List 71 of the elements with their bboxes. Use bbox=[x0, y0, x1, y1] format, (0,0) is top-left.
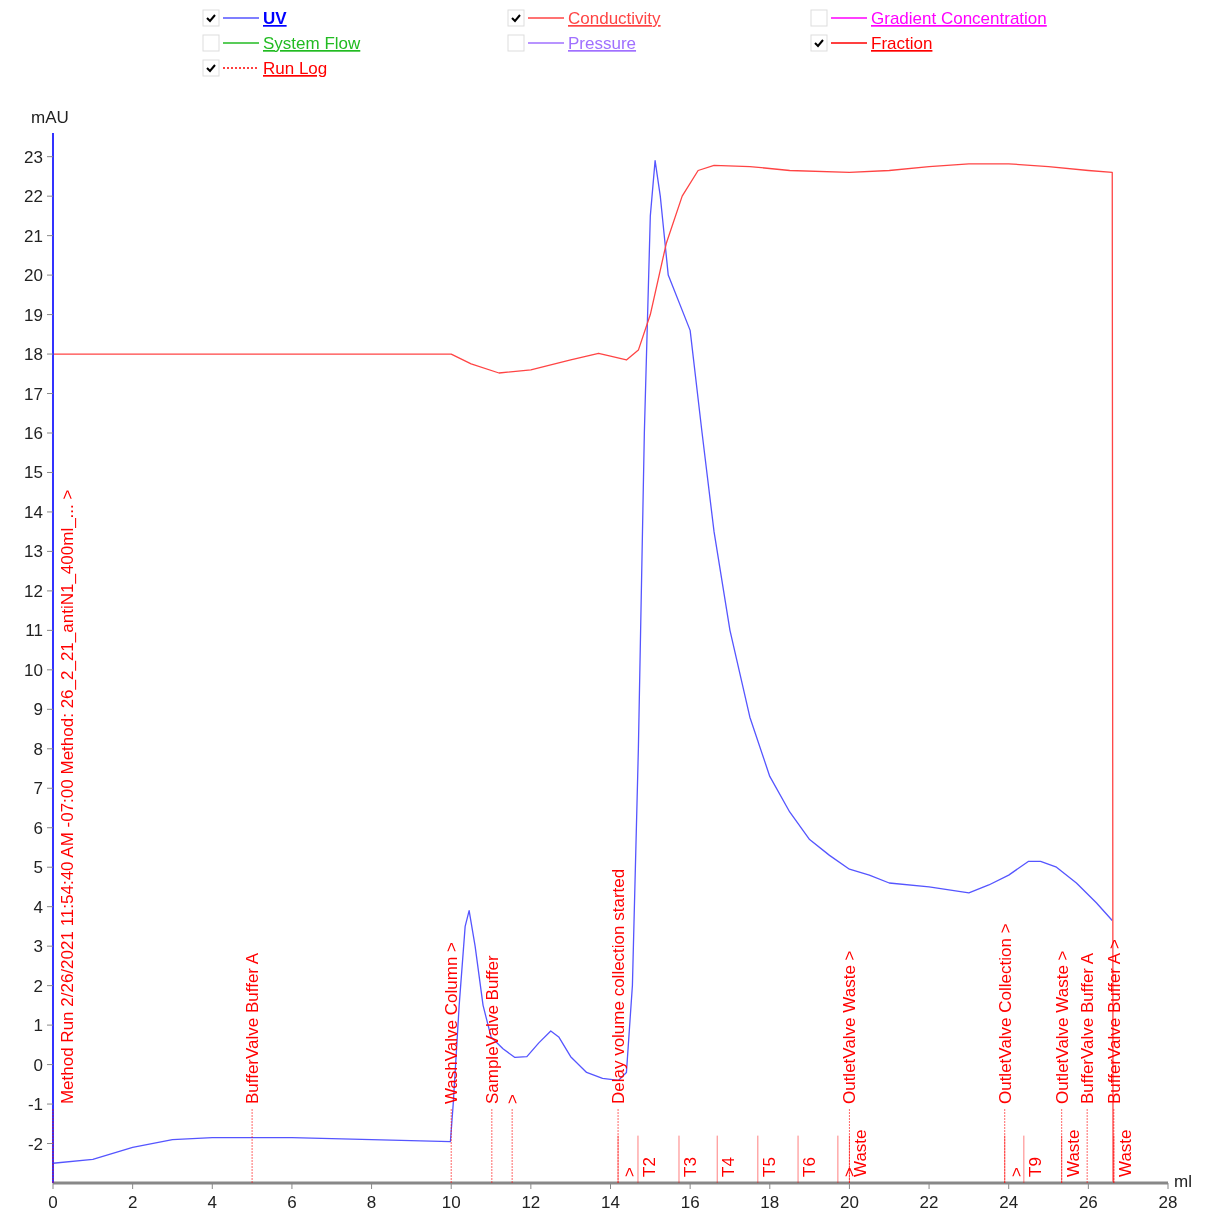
y-tick-label: 17 bbox=[24, 384, 43, 404]
x-tick-label: 0 bbox=[48, 1193, 58, 1212]
x-tick-label: 4 bbox=[207, 1193, 218, 1212]
y-tick-label: 9 bbox=[33, 700, 43, 720]
y-tick-label: 0 bbox=[33, 1055, 43, 1075]
x-tick-label: 6 bbox=[287, 1193, 297, 1212]
legend-label: Run Log bbox=[263, 59, 328, 78]
x-tick-label: 20 bbox=[839, 1193, 859, 1212]
x-tick-label: 12 bbox=[521, 1193, 541, 1212]
y-tick-label: 22 bbox=[24, 187, 43, 207]
legend-label: Pressure bbox=[568, 34, 637, 53]
x-tick-label: 2 bbox=[127, 1193, 138, 1212]
y-tick-label: 5 bbox=[33, 858, 43, 878]
x-tick-label: 22 bbox=[919, 1193, 939, 1212]
x-tick-label: 14 bbox=[601, 1193, 620, 1212]
y-tick-label: 16 bbox=[24, 424, 43, 443]
y-tick-label: 1 bbox=[33, 1016, 43, 1036]
y-tick-label: -2 bbox=[27, 1134, 43, 1154]
y-tick-label: 18 bbox=[24, 345, 43, 365]
y-tick-label: 6 bbox=[33, 818, 43, 838]
y-tick-label: 21 bbox=[24, 226, 43, 246]
y-tick-label: -1 bbox=[27, 1095, 43, 1115]
y-tick-label: 19 bbox=[24, 305, 43, 325]
legend-label: System Flow bbox=[263, 34, 362, 53]
ref-line-label: T3 bbox=[680, 1157, 700, 1177]
x-tick-label: 16 bbox=[680, 1193, 700, 1212]
legend-label: Fraction bbox=[871, 34, 933, 53]
x-axis-title: ml bbox=[1174, 1172, 1192, 1191]
y-tick-label: 7 bbox=[33, 779, 43, 799]
y-tick-label: 15 bbox=[24, 463, 43, 483]
ref-line-label: BufferValve Buffer A bbox=[1078, 952, 1098, 1105]
x-tick-label: 24 bbox=[999, 1193, 1019, 1212]
legend-label: Gradient Concentration bbox=[871, 9, 1047, 28]
ref-line-label: T4 bbox=[719, 1157, 739, 1177]
ref-line-label: > bbox=[620, 1167, 640, 1177]
x-tick-label: 26 bbox=[1078, 1193, 1098, 1212]
ref-line-label: SampleValve Buffer bbox=[482, 955, 502, 1105]
ref-line-label: OutletValve Waste > bbox=[840, 950, 860, 1105]
ref-line-label: > bbox=[1006, 1167, 1026, 1177]
ref-line-label: BufferValve Buffer A bbox=[243, 952, 263, 1105]
y-tick-label: 13 bbox=[24, 542, 43, 562]
y-tick-label: 10 bbox=[24, 660, 43, 680]
ref-line-label: WashValve Column > bbox=[442, 941, 462, 1105]
ref-line-label: T2 bbox=[639, 1157, 659, 1177]
ref-line-label: T9 bbox=[1025, 1157, 1045, 1177]
ref-line-label: T5 bbox=[759, 1157, 779, 1177]
ref-line-label: Waste bbox=[1115, 1129, 1135, 1177]
ref-line-label: OutletValve Waste > bbox=[1052, 950, 1072, 1105]
y-tick-label: 12 bbox=[24, 581, 43, 601]
ref-line-label: BufferValve Buffer A > bbox=[1104, 939, 1124, 1105]
y-tick-label: 14 bbox=[24, 502, 43, 522]
ref-line-label: Delay volume collection started bbox=[609, 868, 629, 1105]
x-tick-label: 8 bbox=[366, 1193, 377, 1212]
ref-line-label: > bbox=[503, 1094, 523, 1105]
x-tick-label: 18 bbox=[760, 1193, 780, 1212]
y-tick-label: 3 bbox=[33, 937, 43, 957]
y-tick-label: 8 bbox=[33, 739, 43, 759]
y-tick-label: 20 bbox=[24, 266, 43, 286]
x-tick-label: 10 bbox=[441, 1193, 461, 1212]
y-tick-label: 4 bbox=[33, 897, 43, 917]
ref-line-label: T6 bbox=[800, 1157, 820, 1177]
legend-label: Conductivity bbox=[568, 9, 662, 28]
ref-line-label: OutletValve Collection > bbox=[995, 923, 1015, 1105]
y-tick-label: 11 bbox=[25, 621, 43, 641]
y-tick-label: 23 bbox=[24, 147, 43, 167]
y-tick-label: 2 bbox=[33, 976, 43, 996]
ref-line-label: Waste bbox=[1063, 1129, 1083, 1177]
y-axis-title: mAU bbox=[31, 108, 69, 127]
x-tick-label: 28 bbox=[1158, 1193, 1178, 1212]
legend-label: UV bbox=[263, 9, 288, 28]
ref-line-label: Method Run 2/26/2021 11:54:40 AM -07:00 Method: 26_2_21_antiN1_400ml_... > bbox=[58, 489, 77, 1105]
